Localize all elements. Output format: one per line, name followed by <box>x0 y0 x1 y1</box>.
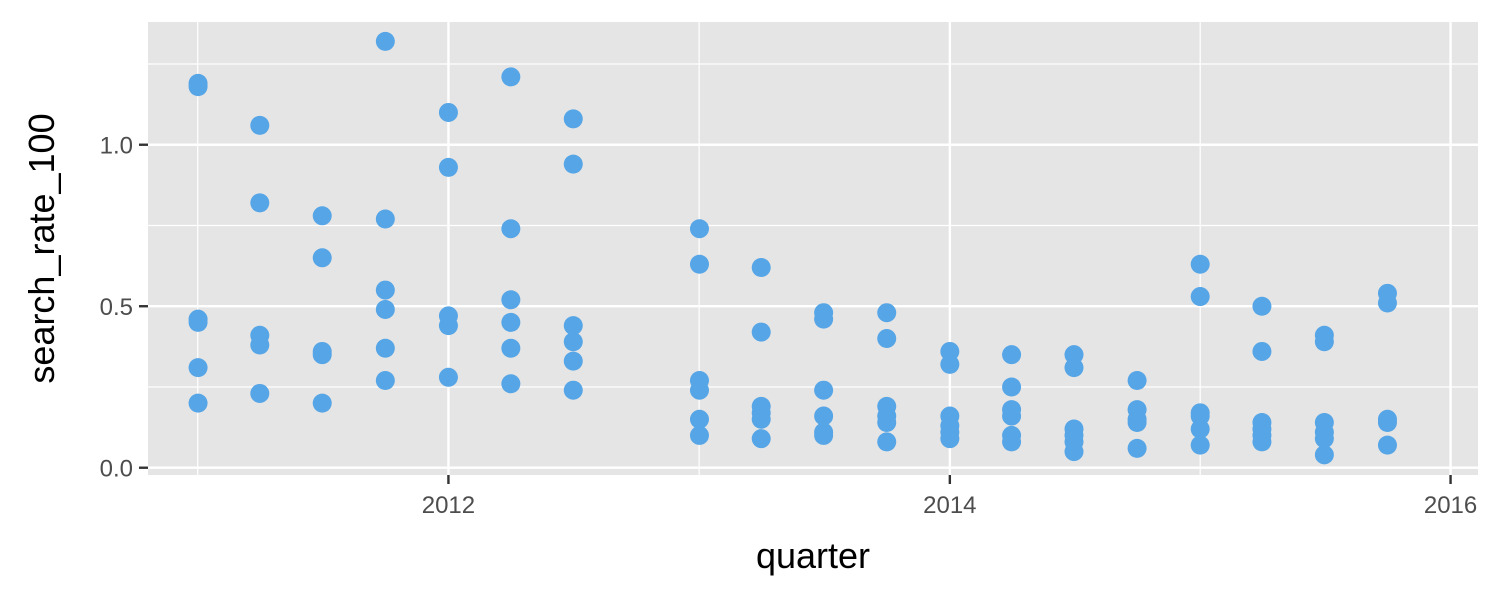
tick-labels: 2012 2014 2016 0.0 0.5 1.0 <box>100 133 1478 519</box>
data-point <box>250 115 270 135</box>
data-point <box>250 193 270 213</box>
data-point <box>689 409 709 429</box>
data-point <box>1252 432 1272 452</box>
data-point <box>501 67 521 87</box>
data-point <box>877 432 897 452</box>
data-point <box>1190 287 1210 307</box>
data-point <box>751 322 771 342</box>
data-point <box>188 77 208 97</box>
data-point <box>375 209 395 229</box>
data-point <box>1002 345 1022 365</box>
data-point <box>1002 406 1022 426</box>
data-point <box>1064 442 1084 462</box>
data-point <box>563 154 583 174</box>
grid-minor <box>148 22 1478 475</box>
data-point <box>312 248 332 268</box>
data-point <box>1190 419 1210 439</box>
data-point <box>877 303 897 323</box>
data-point <box>689 254 709 274</box>
data-point <box>1377 293 1397 313</box>
data-point <box>814 425 834 445</box>
data-point <box>438 367 458 387</box>
data-point <box>501 312 521 332</box>
x-tick-label: 2014 <box>923 492 976 519</box>
data-point <box>250 335 270 355</box>
data-points <box>188 31 1397 465</box>
data-point <box>375 299 395 319</box>
data-point <box>689 219 709 239</box>
data-point <box>501 338 521 358</box>
data-point <box>1252 341 1272 361</box>
data-point <box>1377 435 1397 455</box>
y-tick-label: 1.0 <box>100 133 133 160</box>
data-point <box>188 393 208 413</box>
data-point <box>1002 432 1022 452</box>
data-point <box>877 329 897 349</box>
data-point <box>751 429 771 449</box>
x-tick-label: 2012 <box>422 492 475 519</box>
data-point <box>689 425 709 445</box>
data-point <box>940 354 960 374</box>
data-point <box>438 316 458 336</box>
data-point <box>375 31 395 51</box>
data-point <box>1314 332 1334 352</box>
data-point <box>438 102 458 122</box>
data-point <box>1002 377 1022 397</box>
y-tick-label: 0.0 <box>100 456 133 483</box>
data-point <box>1314 445 1334 465</box>
y-axis-title: search_rate_100 <box>21 113 62 383</box>
x-tick-label: 2016 <box>1424 492 1477 519</box>
data-point <box>1127 371 1147 391</box>
data-point <box>375 338 395 358</box>
data-point <box>1314 429 1334 449</box>
data-point <box>501 290 521 310</box>
data-point <box>940 429 960 449</box>
data-point <box>312 345 332 365</box>
data-point <box>751 257 771 277</box>
data-point <box>563 351 583 371</box>
data-point <box>188 312 208 332</box>
data-point <box>375 280 395 300</box>
data-point <box>814 309 834 329</box>
y-tick-label: 0.5 <box>100 294 133 321</box>
data-point <box>563 332 583 352</box>
data-point <box>250 383 270 403</box>
data-point <box>188 358 208 378</box>
axis-ticks <box>139 143 1452 484</box>
data-point <box>1190 435 1210 455</box>
data-point <box>375 371 395 391</box>
plot-panel <box>148 22 1478 475</box>
data-point <box>689 380 709 400</box>
data-point <box>1252 296 1272 316</box>
x-axis-title: quarter <box>756 535 870 576</box>
data-point <box>877 413 897 433</box>
data-point <box>1377 413 1397 433</box>
data-point <box>563 380 583 400</box>
data-point <box>1190 254 1210 274</box>
data-point <box>501 219 521 239</box>
data-point <box>501 374 521 394</box>
data-point <box>814 380 834 400</box>
data-point <box>814 406 834 426</box>
data-point <box>438 157 458 177</box>
data-point <box>312 393 332 413</box>
data-point <box>1127 413 1147 433</box>
data-point <box>312 206 332 226</box>
data-point <box>1127 438 1147 458</box>
data-point <box>563 316 583 336</box>
data-point <box>1064 358 1084 378</box>
data-point <box>563 109 583 129</box>
data-point <box>751 409 771 429</box>
